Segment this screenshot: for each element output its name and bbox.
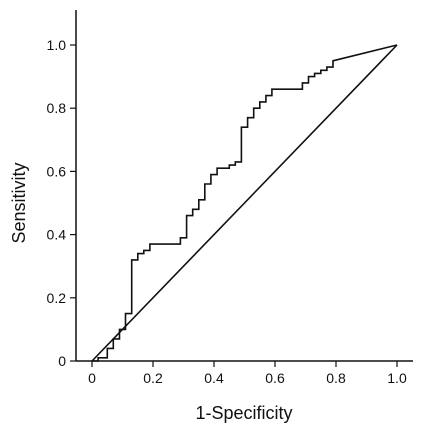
x-tick-label: 0.8: [326, 370, 346, 386]
x-tick-label: 0.4: [204, 370, 224, 386]
y-axis-title: Sensitivity: [9, 162, 29, 243]
axes: [75, 10, 413, 362]
y-tick-label: 0: [58, 353, 66, 369]
y-tick-label: 0.4: [47, 227, 67, 243]
reference-diagonal-line: [91, 44, 398, 362]
plot-lines: [91, 44, 398, 362]
roc-curve-line: [92, 44, 398, 362]
y-tick-label: 0.6: [47, 163, 67, 179]
y-tick-label: 1.0: [47, 37, 67, 53]
x-axis-ticks: 0 0.2 0.4 0.6 0.8 1.0: [88, 361, 407, 386]
y-tick-label: 0.8: [47, 100, 67, 116]
x-tick-label: 0.6: [265, 370, 285, 386]
y-tick-label: 0.2: [47, 290, 67, 306]
y-axis-ticks: 0 0.2 0.4 0.6 0.8 1.0: [47, 37, 76, 369]
x-axis-title: 1-Specificity: [195, 403, 292, 423]
x-tick-label: 0.2: [143, 370, 163, 386]
x-tick-label: 1.0: [387, 370, 407, 386]
x-tick-label: 0: [88, 370, 96, 386]
